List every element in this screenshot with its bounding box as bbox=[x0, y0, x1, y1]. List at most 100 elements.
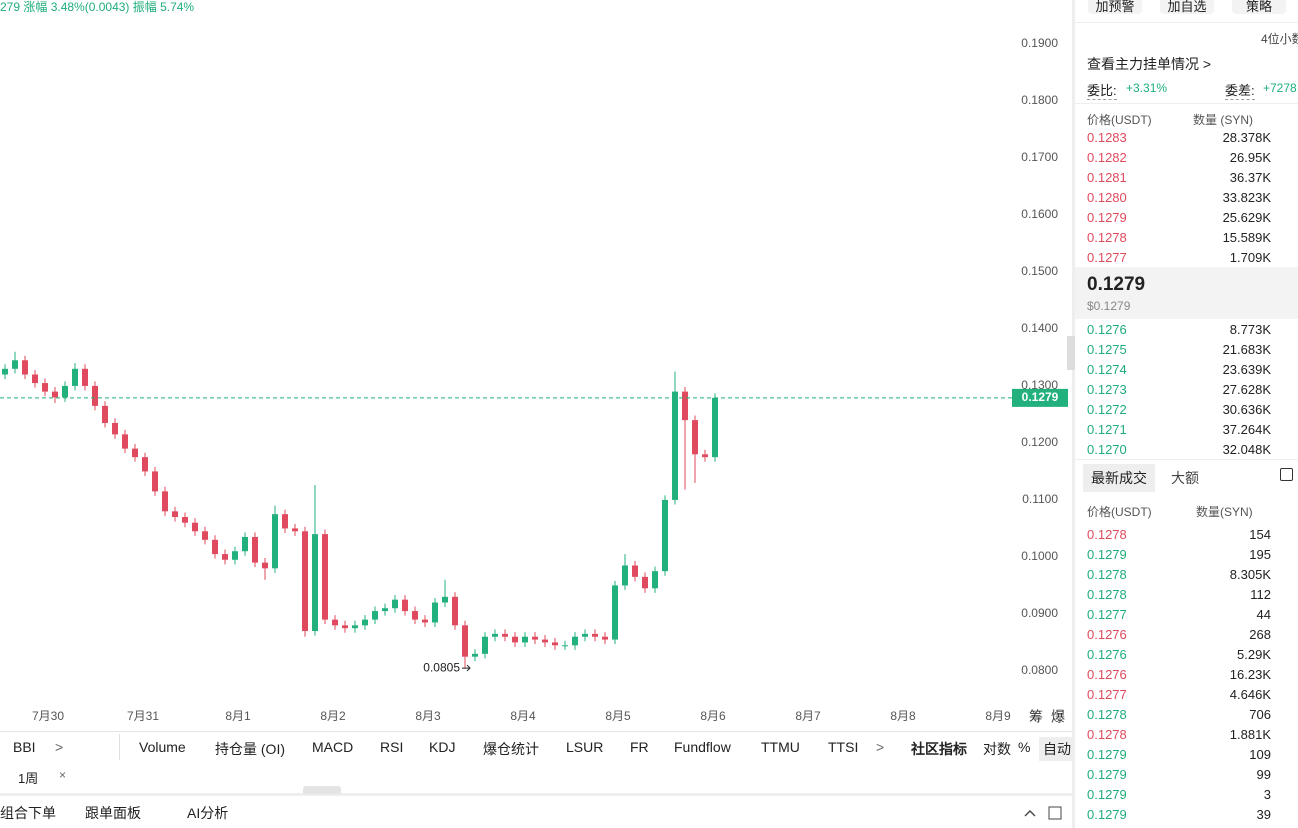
x-tick-label: 8月1 bbox=[225, 709, 251, 723]
book-qty-header: 数量 (SYN) bbox=[1193, 113, 1254, 127]
trade-price: 0.1276 bbox=[1087, 647, 1127, 662]
bid-qty: 21.683K bbox=[1222, 342, 1271, 357]
indicator[interactable]: TTMU bbox=[761, 739, 800, 755]
close-tab[interactable]: × bbox=[59, 768, 67, 782]
bottom-tab[interactable]: 组合下单 bbox=[0, 805, 56, 821]
tab[interactable]: 最新成交 bbox=[1083, 464, 1155, 492]
ask-price: 0.1282 bbox=[1087, 150, 1127, 165]
divider bbox=[0, 731, 1072, 732]
trade-qty: 39 bbox=[1256, 807, 1271, 822]
trade-price-header: 价格(USDT) bbox=[1087, 505, 1152, 519]
ask-price: 0.1280 bbox=[1087, 190, 1127, 205]
panel-button[interactable]: 策略 bbox=[1232, 0, 1286, 14]
splitter-handle[interactable] bbox=[303, 786, 341, 794]
trade-qty: 109 bbox=[1249, 747, 1271, 762]
indicator[interactable]: FR bbox=[630, 739, 649, 755]
candle-body bbox=[462, 625, 468, 657]
bid-qty: 30.636K bbox=[1222, 402, 1271, 417]
bottom-tab[interactable]: 跟单面板 bbox=[85, 805, 141, 821]
candle-body bbox=[232, 551, 238, 560]
ask-price: 0.1277 bbox=[1087, 250, 1127, 265]
candle-body bbox=[52, 391, 58, 398]
candle-body bbox=[22, 360, 28, 375]
bid-qty: 37.264K bbox=[1222, 422, 1271, 437]
candle-body bbox=[562, 645, 568, 647]
indicator[interactable]: MACD bbox=[312, 739, 354, 755]
trade-price: 0.1279 bbox=[1087, 767, 1127, 782]
indicator[interactable]: 对数 bbox=[983, 741, 1011, 757]
candle-body bbox=[262, 562, 268, 569]
candle-body bbox=[282, 514, 288, 529]
diff-label: 委差: bbox=[1225, 80, 1255, 100]
indicator[interactable]: 自动 bbox=[1039, 737, 1075, 761]
splitter bbox=[0, 793, 1072, 796]
trade-price: 0.1279 bbox=[1087, 547, 1127, 562]
trade-qty: 268 bbox=[1249, 627, 1271, 642]
indicator[interactable]: > bbox=[55, 739, 64, 755]
ask-qty: 15.589K bbox=[1222, 230, 1271, 245]
candle-body bbox=[622, 565, 628, 586]
x-tick-label: 7月31 bbox=[127, 709, 159, 723]
divider bbox=[119, 734, 120, 760]
candle-body bbox=[702, 454, 708, 458]
candle-body bbox=[132, 448, 138, 458]
candle-body bbox=[692, 420, 698, 455]
ask-qty: 33.823K bbox=[1222, 190, 1271, 205]
period-tab[interactable]: 1周 bbox=[18, 771, 39, 786]
trade-price: 0.1279 bbox=[1087, 807, 1127, 822]
candle-body bbox=[502, 633, 508, 637]
candle-body bbox=[122, 434, 128, 449]
panel-button[interactable]: 加预警 bbox=[1088, 0, 1142, 14]
last-price: 0.1279 bbox=[1087, 274, 1146, 295]
candle-body bbox=[272, 514, 278, 569]
tab[interactable]: 大额 bbox=[1171, 470, 1199, 486]
trade-qty: 195 bbox=[1249, 547, 1271, 562]
y-tick-label: 0.1200 bbox=[1021, 435, 1058, 449]
indicator[interactable]: BBI bbox=[13, 739, 36, 755]
ask-qty: 28.378K bbox=[1222, 130, 1271, 145]
indicator[interactable]: 爆仓统计 bbox=[483, 741, 539, 757]
indicator[interactable]: KDJ bbox=[429, 739, 456, 755]
last-price-usd: $0.1279 bbox=[1087, 299, 1131, 313]
x-tick-label: 8月6 bbox=[700, 709, 726, 723]
ask-qty: 36.37K bbox=[1229, 170, 1271, 185]
ratio-label: 委比: bbox=[1087, 80, 1117, 100]
y-tick-label: 0.1600 bbox=[1021, 207, 1058, 221]
panel-line bbox=[1075, 459, 1298, 460]
low-arrow bbox=[462, 664, 471, 672]
panel-toggle[interactable] bbox=[1067, 336, 1075, 370]
trade-price: 0.1278 bbox=[1087, 527, 1127, 542]
diff-value: +7278 bbox=[1263, 81, 1297, 95]
indicator[interactable]: 持仓量 (OI) bbox=[215, 741, 285, 757]
bottom-tab[interactable]: AI分析 bbox=[187, 805, 229, 821]
indicator[interactable]: RSI bbox=[380, 739, 404, 755]
indicator[interactable]: LSUR bbox=[566, 739, 604, 755]
y-tick-label: 0.1700 bbox=[1021, 150, 1058, 164]
panel-button[interactable]: 加自选 bbox=[1160, 0, 1214, 14]
candle-body bbox=[662, 499, 668, 572]
indicator[interactable]: > bbox=[876, 739, 885, 755]
candle-body bbox=[582, 633, 588, 637]
mid-bg bbox=[1075, 267, 1298, 319]
trade-price: 0.1278 bbox=[1087, 727, 1127, 742]
x-tick-label: 7月30 bbox=[32, 709, 64, 723]
indicator[interactable]: Fundflow bbox=[674, 739, 731, 755]
candle-body bbox=[162, 491, 168, 512]
trade-price: 0.1277 bbox=[1087, 687, 1127, 702]
bid-price: 0.1274 bbox=[1087, 362, 1127, 377]
checkbox[interactable] bbox=[1280, 468, 1293, 481]
y-tick-label: 0.0800 bbox=[1021, 663, 1058, 677]
candle-body bbox=[292, 528, 298, 532]
bid-qty: 32.048K bbox=[1222, 442, 1271, 457]
candle-body bbox=[552, 642, 558, 646]
candle-body bbox=[32, 374, 38, 384]
main-orders[interactable]: 查看主力挂单情况 > bbox=[1087, 56, 1212, 72]
indicator[interactable]: TTSI bbox=[828, 739, 859, 755]
indicator[interactable]: Volume bbox=[139, 739, 186, 755]
indicator[interactable]: 社区指标 bbox=[911, 741, 967, 757]
trade-price: 0.1279 bbox=[1087, 747, 1127, 762]
bid-price: 0.1273 bbox=[1087, 382, 1127, 397]
candle-body bbox=[352, 625, 358, 629]
candle-body bbox=[392, 599, 398, 609]
indicator[interactable]: % bbox=[1018, 739, 1031, 755]
